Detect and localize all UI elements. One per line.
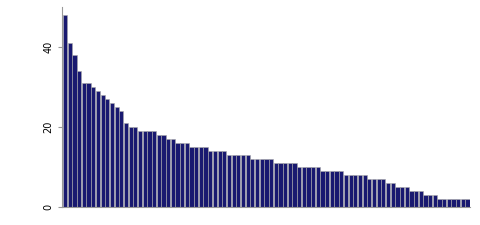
Bar	[105, 99, 109, 207]
Bar	[306, 167, 311, 207]
Bar	[452, 199, 456, 207]
Bar	[124, 123, 128, 207]
Bar	[143, 131, 147, 207]
Bar	[292, 163, 297, 207]
Bar	[152, 131, 156, 207]
Bar	[396, 187, 399, 207]
Bar	[213, 151, 217, 207]
Bar	[316, 167, 320, 207]
Bar	[335, 171, 339, 207]
Bar	[82, 83, 86, 207]
Bar	[437, 199, 442, 207]
Bar	[68, 43, 72, 207]
Bar	[367, 179, 372, 207]
Bar	[250, 159, 254, 207]
Bar	[362, 175, 367, 207]
Bar	[466, 199, 470, 207]
Bar	[344, 175, 348, 207]
Bar	[428, 195, 432, 207]
Bar	[190, 147, 193, 207]
Bar	[166, 139, 170, 207]
Bar	[236, 155, 240, 207]
Bar	[283, 163, 287, 207]
Bar	[119, 111, 123, 207]
Bar	[260, 159, 264, 207]
Bar	[381, 179, 385, 207]
Bar	[222, 151, 227, 207]
Bar	[133, 127, 137, 207]
Bar	[386, 183, 390, 207]
Bar	[96, 91, 100, 207]
Bar	[353, 175, 358, 207]
Bar	[217, 151, 222, 207]
Bar	[400, 187, 404, 207]
Bar	[288, 163, 292, 207]
Bar	[72, 55, 77, 207]
Bar	[391, 183, 395, 207]
Bar	[264, 159, 268, 207]
Bar	[405, 187, 409, 207]
Bar	[231, 155, 236, 207]
Bar	[138, 131, 142, 207]
Bar	[204, 147, 208, 207]
Bar	[77, 71, 81, 207]
Bar	[161, 135, 166, 207]
Bar	[110, 103, 114, 207]
Bar	[442, 199, 446, 207]
Bar	[91, 87, 96, 207]
Bar	[180, 143, 184, 207]
Bar	[330, 171, 334, 207]
Bar	[86, 83, 91, 207]
Bar	[199, 147, 203, 207]
Bar	[419, 191, 423, 207]
Bar	[377, 179, 381, 207]
Bar	[339, 171, 343, 207]
Bar	[456, 199, 460, 207]
Bar	[414, 191, 418, 207]
Bar	[321, 171, 324, 207]
Bar	[129, 127, 133, 207]
Bar	[194, 147, 198, 207]
Bar	[325, 171, 329, 207]
Bar	[461, 199, 465, 207]
Bar	[185, 143, 189, 207]
Bar	[63, 15, 67, 207]
Bar	[147, 131, 152, 207]
Bar	[156, 135, 161, 207]
Bar	[302, 167, 306, 207]
Bar	[278, 163, 283, 207]
Bar	[433, 195, 437, 207]
Bar	[241, 155, 245, 207]
Bar	[348, 175, 353, 207]
Bar	[175, 143, 180, 207]
Bar	[227, 155, 231, 207]
Bar	[372, 179, 376, 207]
Bar	[358, 175, 362, 207]
Bar	[297, 167, 301, 207]
Bar	[171, 139, 175, 207]
Bar	[311, 167, 315, 207]
Bar	[100, 95, 105, 207]
Bar	[246, 155, 250, 207]
Bar	[409, 191, 414, 207]
Bar	[255, 159, 259, 207]
Bar	[269, 159, 273, 207]
Bar	[447, 199, 451, 207]
Bar	[274, 163, 278, 207]
Bar	[208, 151, 212, 207]
Bar	[423, 195, 428, 207]
Bar	[115, 107, 119, 207]
